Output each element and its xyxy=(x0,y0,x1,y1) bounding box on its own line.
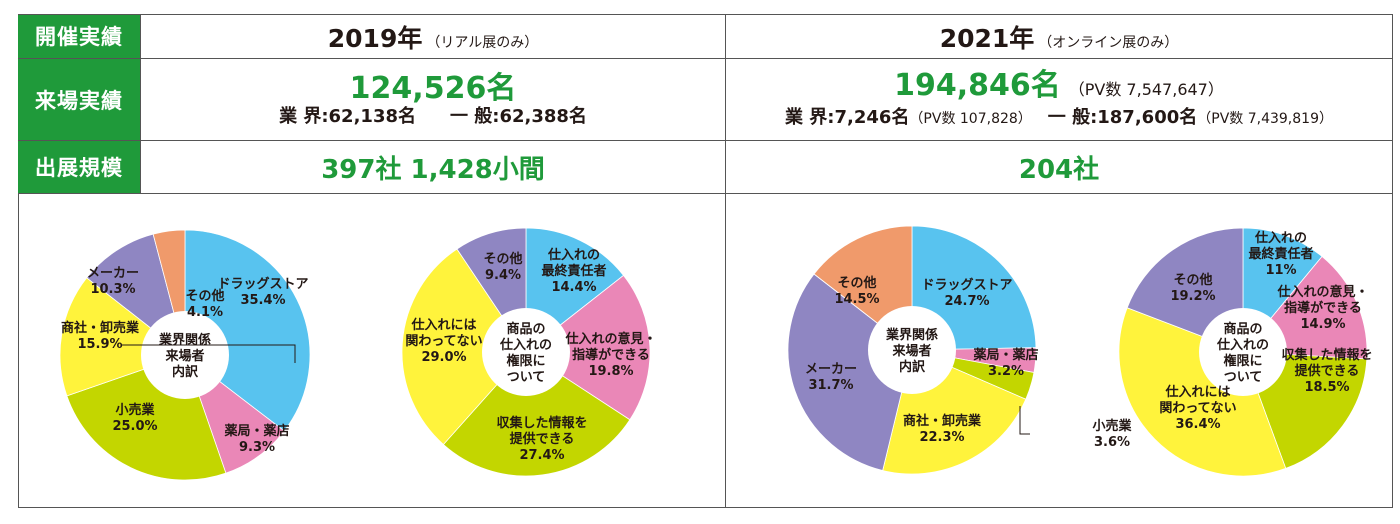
visitors-2019-general: 一 般:62,388名 xyxy=(450,105,587,127)
visitors-2019-total: 124,526名 xyxy=(349,70,517,106)
pie-label-2-0: ドラッグストア 24.7% xyxy=(921,277,1012,309)
visitors-2019-industry: 業 界:62,138名 xyxy=(279,105,416,127)
pie-label-0-5: その他 4.1% xyxy=(185,288,224,320)
pie-slice-1-2 xyxy=(442,351,631,477)
scale-2019: 397社 1,428小間 xyxy=(141,141,725,193)
pie-label-3-4: その他 19.2% xyxy=(1170,272,1215,304)
pie-label-0-4: メーカー 10.3% xyxy=(87,266,139,297)
pie-label-0-0: ドラッグストア 35.4% xyxy=(217,276,308,308)
pie-callout-line-0 xyxy=(122,344,296,363)
year-2019: 2019年 xyxy=(327,23,423,53)
pie-hole-1 xyxy=(482,308,570,396)
scale-2021-value: 204社 xyxy=(1018,154,1100,185)
pie-label-1-4: その他 9.4% xyxy=(483,251,522,283)
pie-label-3-0: 仕入れの最終責任者 11% xyxy=(1248,230,1313,278)
pie-label-1-2: 収集した情報を提供できる 27.4% xyxy=(496,415,587,463)
visitors-2021-industry-pv: （PV数 107,828） xyxy=(909,111,1032,127)
pie-label-1-0: 仕入れの最終責任者 14.4% xyxy=(541,247,606,295)
pie-center-title-0: 業界関係来場者内訳 xyxy=(158,332,211,380)
visitors-2021-general-pv: （PV数 7,439,819） xyxy=(1197,111,1333,127)
pie-label-3-1: 仕入れの意見・指導ができる 14.9% xyxy=(1276,284,1368,332)
year-2021: 2021年 xyxy=(939,23,1035,53)
pie-hole-2 xyxy=(868,306,956,394)
pie-label-0-2: 小売業 25.0% xyxy=(112,402,157,434)
pie-slice-0-3 xyxy=(59,277,186,397)
pie-label-2-2: 小売業 3.6% xyxy=(1092,418,1132,450)
row-label-visitors: 来場実績 xyxy=(18,59,140,140)
visitors-2021: 194,846名 （PV数 7,547,647） 業 界:7,246名（PV数 1… xyxy=(726,59,1392,140)
visitors-2021-industry: 業 界:7,246名 xyxy=(785,107,910,128)
pie-2021-visitor-breakdown: 業界関係来場者内訳 ドラッグストア 24.7% 薬局・薬店 3.2% 小売業 3.6% 商社・… xyxy=(787,225,1132,475)
pie-label-2-5: その他 14.5% xyxy=(834,275,879,307)
year-2019-note: （リアル展のみ） xyxy=(426,34,539,51)
pie-label-3-2: 収集した情報を提供できる 18.5% xyxy=(1281,347,1372,395)
pie-label-2-1: 薬局・薬店 3.2% xyxy=(972,347,1038,379)
pie-slice-3-3 xyxy=(1118,307,1287,477)
visitors-2021-total-pv: （PV数 7,547,647） xyxy=(1068,80,1224,99)
pie-label-2-3: 商社・卸売業 22.3% xyxy=(903,413,982,445)
pie-slice-0-0 xyxy=(184,229,311,432)
pie-label-1-3: 仕入れには関わってない 29.0% xyxy=(405,317,482,365)
pie-label-0-3: 商社・卸売業 15.9% xyxy=(61,320,140,352)
year-2019-header: 2019年 （リアル展のみ） xyxy=(141,15,725,58)
pie-callout-line-2 xyxy=(1019,406,1030,435)
pie-hole-0 xyxy=(141,311,229,399)
pie-center-title-2: 業界関係来場者内訳 xyxy=(885,327,938,375)
pie-2021-purchase-authority: 商品の仕入れの権限について 仕入れの最終責任者 11% 仕入れの意見・指導ができる 14… xyxy=(1118,227,1373,477)
year-2021-note: （オンライン展のみ） xyxy=(1038,34,1179,51)
year-2021-header: 2021年 （オンライン展のみ） xyxy=(726,15,1392,58)
pie-slice-1-3 xyxy=(401,248,527,446)
pie-slice-1-1 xyxy=(525,274,651,421)
pie-2019-purchase-authority: 商品の仕入れの権限について 仕入れの最終責任者 14.4% 仕入れの意見・指導ができる… xyxy=(401,227,657,477)
pie-center-title-1: 商品の仕入れの権限について xyxy=(499,321,552,385)
pie-slice-2-4 xyxy=(787,273,913,471)
pie-hole-3 xyxy=(1199,308,1287,396)
pie-label-3-3: 仕入れには関わってない 36.4% xyxy=(1159,384,1236,432)
visitors-2021-general: 一 般:187,600名 xyxy=(1047,107,1198,128)
pie-label-1-1: 仕入れの意見・指導ができる 19.8% xyxy=(564,331,656,379)
pie-label-2-4: メーカー 31.7% xyxy=(805,362,857,393)
visitors-2019: 124,526名 業 界:62,138名 一 般:62,388名 xyxy=(141,59,725,140)
visitors-2021-total: 194,846名 xyxy=(894,68,1061,103)
pie-center-title-3: 商品の仕入れの権限について xyxy=(1216,321,1269,385)
row-label-scale: 出展規模 xyxy=(18,141,140,193)
scale-2021: 204社 xyxy=(726,141,1392,193)
scale-2019-value: 397社 1,428小間 xyxy=(321,154,545,185)
row-label-results: 開催実績 xyxy=(18,14,140,58)
results-table: 開催実績 来場実績 出展規模 2019年 （リアル展のみ） 2021年 （オンライン… xyxy=(18,14,1393,508)
pie-label-0-1: 薬局・薬店 9.3% xyxy=(223,423,289,455)
